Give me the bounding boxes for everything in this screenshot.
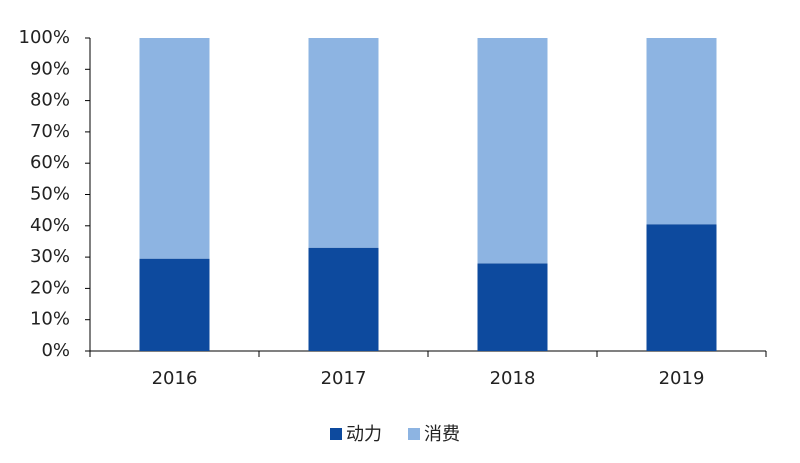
y-tick-label: 50% (30, 184, 70, 205)
y-tick-label: 60% (30, 152, 70, 173)
bar-segment (308, 38, 379, 248)
bar-segment (139, 38, 210, 259)
bar-segment (646, 224, 717, 351)
x-tick-label: 2017 (321, 368, 367, 389)
y-tick-label: 80% (30, 90, 70, 111)
x-tick-label: 2018 (490, 368, 536, 389)
y-tick-label: 100% (19, 27, 70, 48)
y-tick-label: 30% (30, 246, 70, 267)
legend-swatch (408, 428, 420, 440)
y-tick-label: 20% (30, 277, 70, 298)
x-tick-label: 2016 (152, 368, 198, 389)
x-tick-label: 2019 (659, 368, 705, 389)
legend-swatch (330, 428, 342, 440)
y-tick-label: 10% (30, 309, 70, 330)
legend-label: 消费 (424, 424, 460, 445)
y-tick-label: 40% (30, 215, 70, 236)
bar-segment (308, 247, 379, 351)
legend-label: 动力 (346, 424, 382, 445)
bar-segment (477, 263, 548, 351)
bar-segment (646, 38, 717, 225)
bar-segment (477, 38, 548, 264)
y-tick-label: 70% (30, 121, 70, 142)
bar-segment (139, 258, 210, 351)
y-tick-label: 90% (30, 58, 70, 79)
y-tick-label: 0% (41, 340, 70, 361)
